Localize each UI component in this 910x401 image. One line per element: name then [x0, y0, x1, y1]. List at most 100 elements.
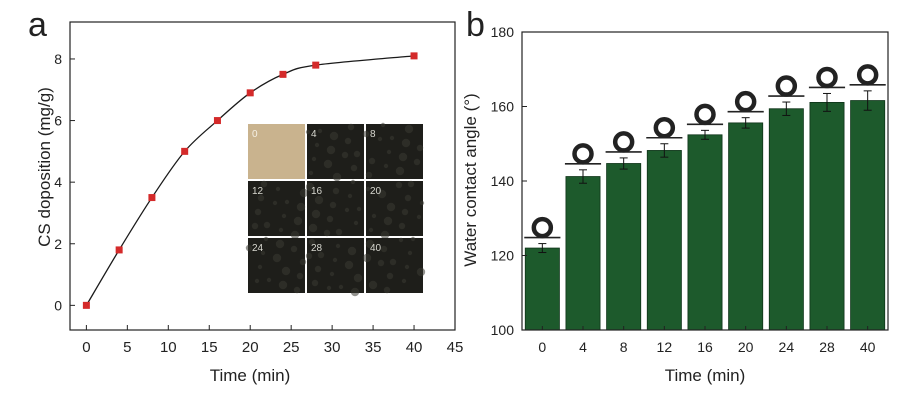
photo-texture-speck: [299, 258, 307, 266]
water-droplet-icon: [768, 75, 805, 97]
photo-texture-speck: [413, 158, 421, 166]
photo-texture-speck: [407, 180, 415, 188]
panel-a-axes: [69, 21, 456, 331]
contact-angle-bar: [728, 122, 764, 331]
panel-a-y-tick-label: 4: [54, 174, 62, 190]
photo-texture-speck: [329, 131, 339, 141]
photo-texture-speck: [323, 229, 331, 237]
panel-a-y-tick-label: 6: [54, 113, 62, 129]
droplet-shape: [531, 216, 554, 239]
deposition-point: [213, 117, 221, 125]
water-droplet-icon: [686, 103, 724, 126]
photo-texture-speck: [380, 245, 388, 253]
photo-texture-speck: [305, 182, 315, 192]
photo-texture-speck: [278, 280, 288, 290]
photo-texture-speck: [341, 151, 349, 159]
photo-texture-speck: [293, 216, 303, 226]
photo-texture-speck: [296, 202, 306, 212]
photo-texture-speck: [404, 124, 414, 134]
water-droplet-icon: [808, 66, 846, 89]
panel-a-x-tick-label: 40: [406, 339, 423, 356]
droplet-shape: [775, 75, 798, 97]
water-droplet-icon: [564, 143, 602, 165]
photo-texture-speck: [275, 186, 281, 192]
panel-a-x-tick-label: 25: [283, 339, 300, 356]
photo-texture-speck: [386, 272, 394, 280]
deposition-point: [148, 194, 156, 202]
photo-texture-speck: [329, 271, 335, 277]
sample-photo-label: 4: [311, 129, 317, 140]
sample-photo-grid: 0 4 8 12 16 20 24 28 40: [245, 122, 426, 297]
panel-a-x-tick-label: 35: [365, 339, 382, 356]
droplet-shape: [734, 90, 757, 113]
photo-texture-speck: [296, 272, 304, 280]
photo-texture-speck: [350, 287, 360, 297]
photo-texture-speck: [293, 286, 301, 294]
photo-texture-speck: [344, 137, 352, 145]
panel-b-x-tick-label: 4: [579, 339, 587, 355]
photo-texture-speck: [347, 123, 355, 131]
water-droplet-icon: [524, 216, 561, 239]
deposition-point: [246, 89, 254, 97]
photo-texture-speck: [353, 273, 363, 283]
panel-a-x-tick-label: 0: [82, 339, 90, 356]
panel-a-y-tick-label: 8: [54, 51, 62, 67]
photo-texture-speck: [347, 193, 353, 199]
photo-texture-speck: [338, 284, 344, 290]
photo-texture-speck: [398, 237, 404, 243]
photo-texture-speck: [332, 172, 342, 182]
photo-texture-speck: [272, 200, 278, 206]
photo-texture-speck: [380, 122, 386, 128]
photo-texture-speck: [290, 245, 298, 253]
photo-texture-speck: [356, 206, 362, 212]
photo-texture-speck: [329, 201, 337, 209]
photo-texture-speck: [368, 280, 378, 290]
photo-texture-speck: [380, 230, 390, 240]
panel-b-x-tick-label: 24: [779, 339, 795, 355]
panel-b-y-tick-label: 120: [491, 248, 515, 264]
photo-texture-speck: [353, 150, 361, 158]
droplet-shape: [653, 117, 676, 139]
photo-texture-speck: [386, 202, 396, 212]
photo-texture-speck: [362, 253, 372, 263]
sample-photo-label: 12: [252, 186, 264, 197]
panel-b-y-axis-label: Water contact angle (°): [461, 93, 480, 266]
photo-texture-speck: [305, 129, 311, 135]
photo-texture-speck: [257, 194, 265, 202]
photo-texture-speck: [362, 130, 370, 138]
photo-texture-speck: [272, 253, 282, 263]
photo-texture-speck: [260, 250, 266, 256]
panel-b-y-tick-label: 140: [491, 173, 515, 189]
panel-b-x-tick-label: 20: [738, 339, 754, 355]
contact-angle-bar: [850, 100, 886, 331]
sample-photo: [248, 124, 305, 179]
photo-texture-speck: [404, 264, 410, 270]
deposition-point: [312, 61, 320, 69]
droplet-icons: [524, 64, 886, 239]
photo-texture-speck: [365, 171, 373, 179]
panel-b-x-tick-label: 40: [860, 339, 876, 355]
photo-texture-speck: [314, 195, 324, 205]
photo-texture-speck: [368, 227, 374, 233]
sample-photo-label: 8: [370, 129, 376, 140]
sample-photo-label: 24: [252, 243, 264, 254]
photo-texture-speck: [335, 243, 341, 249]
panel-b-y-tick-label: 100: [491, 322, 515, 338]
panel-b-y-tick-label: 180: [491, 24, 515, 40]
water-droplet-icon: [727, 90, 764, 113]
photo-texture-speck: [377, 136, 383, 142]
photo-texture-speck: [308, 223, 318, 233]
contact-angle-bar: [606, 163, 642, 331]
panel-a-letter: a: [28, 6, 47, 44]
contact-angle-error-bars: [538, 90, 872, 254]
photo-texture-speck: [305, 252, 313, 260]
droplet-shape: [572, 143, 594, 165]
photo-texture-speck: [311, 156, 317, 162]
photo-texture-speck: [263, 236, 269, 242]
photo-texture-speck: [365, 239, 375, 249]
photo-texture-speck: [353, 220, 359, 226]
photo-texture-speck: [326, 145, 336, 155]
panel-a-y-axis-label: CS doposition (mg/g): [35, 87, 54, 247]
droplet-shape: [816, 66, 838, 89]
panel-a-x-tick-label: 30: [324, 339, 341, 356]
